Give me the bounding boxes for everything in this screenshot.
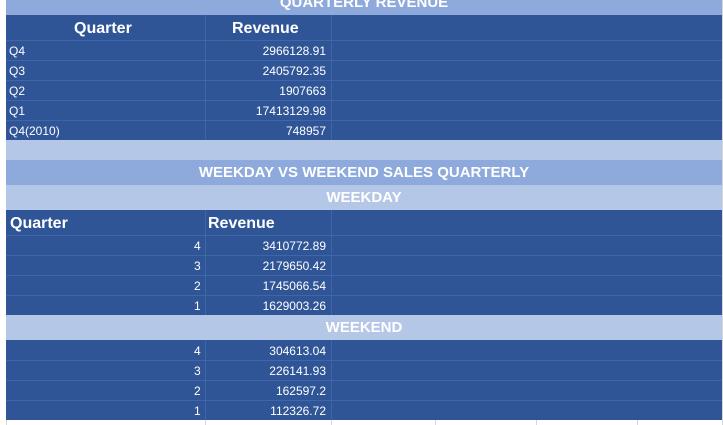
quarterly-title: QUARTERLY REVENUE (279, 0, 449, 11)
weekend-row-quarter[interactable]: 2 (194, 384, 201, 398)
weekday-row-revenue[interactable]: 3410772.89 (262, 239, 326, 253)
column-divider (331, 210, 332, 315)
column-divider (331, 15, 332, 140)
weekday-row-quarter[interactable]: 1 (194, 299, 201, 313)
weekend-row-revenue[interactable]: 162597.2 (275, 384, 326, 398)
weekend-row-quarter[interactable]: 1 (194, 404, 201, 418)
quarterly-row-quarter[interactable]: Q2 (9, 84, 26, 98)
row-divider (6, 360, 722, 361)
quarterly-row-revenue[interactable]: 1907663 (279, 84, 326, 98)
weekend-row-revenue[interactable]: 112326.72 (270, 404, 326, 418)
quarterly-row-quarter[interactable]: Q4 (9, 44, 26, 58)
row-divider (6, 235, 722, 236)
split-title: WEEKDAY VS WEEKEND SALES QUARTERLY (198, 164, 530, 181)
quarterly-row-revenue[interactable]: 748957 (285, 124, 326, 138)
row-divider (6, 275, 722, 276)
weekday-table: Quarter Revenue (6, 210, 722, 315)
row-divider (6, 100, 722, 101)
spacer-row (6, 140, 722, 160)
row-divider (6, 40, 722, 41)
column-divider (331, 340, 332, 420)
quarterly-row-revenue[interactable]: 2405792.35 (262, 64, 326, 78)
weekend-row-quarter[interactable]: 4 (194, 344, 201, 358)
weekday-row-revenue[interactable]: 2179650.42 (262, 259, 326, 273)
row-divider (6, 295, 722, 296)
quarterly-header-revenue: Revenue (232, 20, 299, 37)
row-divider (6, 255, 722, 256)
quarterly-row-quarter[interactable]: Q3 (9, 64, 26, 78)
quarterly-header-quarter: Quarter (74, 20, 132, 37)
weekday-header-revenue: Revenue (208, 215, 275, 232)
weekday-header-quarter: Quarter (10, 215, 68, 232)
quarterly-table: Quarter Revenue (6, 15, 722, 140)
column-divider (205, 340, 206, 420)
quarterly-title-band: QUARTERLY REVENUE (6, 0, 722, 15)
weekend-label: WEEKEND (325, 319, 403, 336)
weekday-row-quarter[interactable]: 4 (194, 239, 201, 253)
weekend-row-quarter[interactable]: 3 (194, 364, 201, 378)
row-divider (6, 80, 722, 81)
weekend-row-revenue[interactable]: 226141.93 (269, 364, 326, 378)
row-divider (6, 60, 722, 61)
quarterly-row-quarter[interactable]: Q4(2010) (9, 124, 60, 138)
quarterly-row-revenue[interactable]: 2966128.91 (262, 44, 326, 58)
weekend-label-band: WEEKEND (6, 315, 722, 340)
weekend-row-revenue[interactable]: 304613.04 (269, 344, 326, 358)
column-divider (205, 15, 206, 140)
weekday-row-quarter[interactable]: 3 (194, 259, 201, 273)
weekday-label-band: WEEKDAY (6, 185, 722, 210)
quarterly-row-revenue[interactable]: 17413129.98 (255, 104, 326, 118)
row-divider (6, 380, 722, 381)
split-title-band: WEEKDAY VS WEEKEND SALES QUARTERLY (6, 160, 722, 185)
row-divider (6, 400, 722, 401)
weekday-row-revenue[interactable]: 1745066.54 (262, 279, 326, 293)
weekday-row-quarter[interactable]: 2 (194, 279, 201, 293)
column-divider (205, 210, 206, 315)
row-divider (6, 120, 722, 121)
weekday-row-revenue[interactable]: 1629003.26 (262, 299, 326, 313)
quarterly-row-quarter[interactable]: Q1 (9, 104, 26, 118)
weekday-label: WEEKDAY (326, 189, 402, 206)
